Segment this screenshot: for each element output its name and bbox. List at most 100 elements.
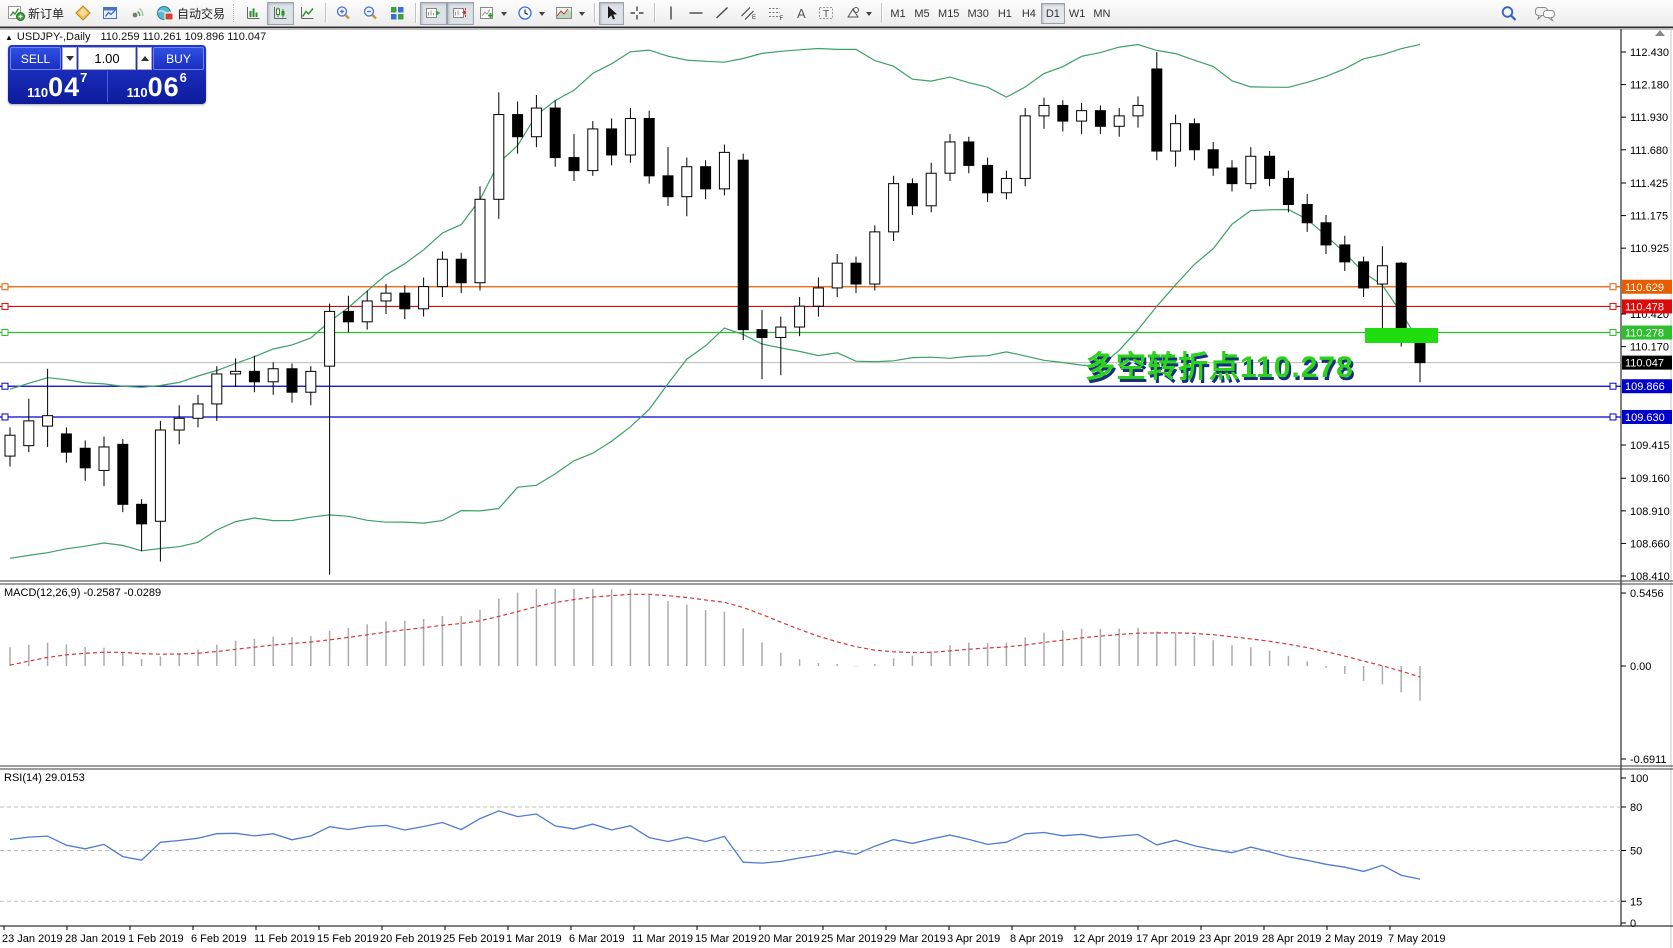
metaeditor-button[interactable]: [69, 2, 97, 25]
timeframe-button-H1[interactable]: H1: [997, 7, 1012, 20]
signals-button[interactable]: [124, 2, 151, 25]
channel-tool-button[interactable]: E: [735, 2, 762, 25]
macd-label: MACD(12,26,9) -0.2587 -0.0289: [4, 587, 161, 599]
line-handle[interactable]: [1609, 302, 1617, 310]
timeframe-button-D1[interactable]: D1: [1040, 2, 1065, 24]
candle: [794, 305, 806, 328]
collapse-trade-panel-arrow[interactable]: ▲: [5, 33, 13, 42]
date-tick-label: 6 Mar 2019: [569, 933, 625, 945]
new-order-button[interactable]: 新订单: [3, 2, 69, 25]
line-chart-icon: [299, 5, 316, 21]
vertical-line-tool-button[interactable]: [659, 2, 683, 25]
vertical-line-icon: [664, 5, 678, 21]
timeframe-button-H4[interactable]: H4: [1021, 7, 1036, 20]
periods-button[interactable]: [512, 2, 550, 25]
timeframe-button-MN[interactable]: MN: [1093, 7, 1111, 20]
price-tick-label: 111.680: [1630, 145, 1668, 157]
price-tick-label: 108.910: [1630, 506, 1670, 518]
candle: [1000, 177, 1012, 194]
buy-price[interactable]: 110 06 6: [110, 71, 205, 102]
chart-shift-icon: [452, 5, 469, 21]
candlestick-mode-button[interactable]: [267, 1, 295, 25]
candle: [549, 107, 561, 159]
line-chart-mode-button[interactable]: [294, 2, 321, 25]
zoom-in-button[interactable]: [330, 2, 357, 25]
price-line-label: 110.278: [1625, 328, 1664, 340]
auto-scroll-button[interactable]: [420, 1, 448, 25]
buy-button[interactable]: BUY: [153, 47, 204, 70]
line-handle[interactable]: [1, 329, 9, 337]
horizontal-line-110.478[interactable]: 110.478: [0, 299, 1672, 314]
sell-button[interactable]: SELL: [10, 47, 61, 70]
auto-scroll-icon: [425, 5, 442, 21]
timeframe-button-M1[interactable]: M1: [890, 7, 906, 20]
horizontal-line-109.866[interactable]: 109.866: [0, 379, 1672, 394]
zoom-out-button[interactable]: [357, 2, 384, 25]
date-tick-label: 23 Jan 2019: [2, 933, 63, 945]
candle: [1113, 115, 1125, 127]
price-line-label: 110.629: [1625, 282, 1664, 294]
horizontal-line-tool-button[interactable]: [683, 2, 709, 25]
candle: [267, 368, 279, 383]
sell-price[interactable]: 110 04 7: [10, 71, 105, 102]
tile-windows-button[interactable]: [384, 2, 411, 25]
date-tick-label: 6 Feb 2019: [191, 933, 247, 945]
date-tick-label: 20 Mar 2019: [758, 933, 820, 945]
new-order-icon: [8, 5, 25, 21]
crosshair-tool-button[interactable]: [624, 2, 650, 25]
pivot-annotation[interactable]: 多空转折点110.278: [1085, 351, 1354, 384]
line-handle[interactable]: [1609, 329, 1617, 337]
pivot-highlight-box[interactable]: [1365, 328, 1438, 343]
line-handle[interactable]: [1, 413, 9, 421]
chart-fast-nav-arrow[interactable]: [1655, 30, 1665, 36]
dropdown-caret-icon: [579, 11, 586, 19]
templates-button[interactable]: [550, 2, 590, 25]
price-line-label: 109.866: [1625, 381, 1665, 393]
sell-price-big: 04: [48, 72, 81, 102]
ohlc-values: 110.259 110.261 109.896 110.047: [100, 31, 267, 43]
price-tick-label: 111.425: [1630, 178, 1668, 190]
svg-text:F: F: [780, 16, 784, 21]
label-tool-button[interactable]: T: [813, 2, 840, 25]
horizontal-line-109.630[interactable]: 109.630: [0, 409, 1672, 424]
fibonacci-tool-button[interactable]: F: [762, 2, 789, 25]
candle: [211, 373, 223, 405]
chat-button[interactable]: [1529, 2, 1561, 25]
line-handle[interactable]: [1, 302, 9, 310]
horizontal-line-110.278[interactable]: 110.278: [0, 325, 1672, 340]
arrows-tool-button[interactable]: [840, 2, 877, 25]
toolbar-separator: [594, 3, 596, 23]
candle: [1132, 104, 1144, 117]
timeframe-button-M15[interactable]: M15: [938, 7, 960, 20]
timeframe-button-M5[interactable]: M5: [914, 7, 930, 20]
cursor-tool-button[interactable]: [599, 1, 625, 25]
line-handle[interactable]: [1609, 283, 1617, 291]
timeframe-button-M30[interactable]: M30: [967, 7, 989, 20]
chart-shift-button[interactable]: [447, 1, 475, 25]
volume-increase-button[interactable]: [137, 47, 152, 70]
horizontal-line-110.629[interactable]: 110.629: [0, 279, 1672, 294]
price-chart[interactable]: 112.430 112.180 111.930 111.680 111.425 111.1…: [0, 28, 1673, 948]
candle: [23, 420, 35, 447]
bollinger-lower-band: [9, 208, 1421, 559]
timeframe-button-W1[interactable]: W1: [1068, 7, 1086, 20]
line-handle[interactable]: [1609, 382, 1617, 390]
line-handle[interactable]: [1, 382, 9, 390]
charts-button[interactable]: [97, 2, 124, 25]
date-tick-label: 2 May 2019: [1325, 933, 1382, 945]
bar-chart-mode-button[interactable]: [240, 2, 267, 25]
line-handle[interactable]: [1609, 413, 1617, 421]
horizontal-line-110.047[interactable]: 110.047: [0, 355, 1672, 370]
date-tick-label: 3 Apr 2019: [947, 933, 1000, 945]
date-tick-label: 28 Jan 2019: [65, 933, 126, 945]
toolbar-separator: [325, 3, 327, 23]
volume-decrease-button[interactable]: [62, 47, 77, 70]
indicators-button[interactable]: [474, 2, 512, 25]
autotrading-button[interactable]: 自动交易: [151, 2, 230, 25]
trendline-tool-button[interactable]: [709, 2, 735, 25]
search-button[interactable]: [1495, 2, 1523, 25]
line-handle[interactable]: [1, 283, 9, 291]
symbol-title: USDJPY-,Daily: [16, 31, 91, 43]
volume-input[interactable]: [78, 47, 136, 70]
text-tool-button[interactable]: A: [789, 2, 813, 25]
